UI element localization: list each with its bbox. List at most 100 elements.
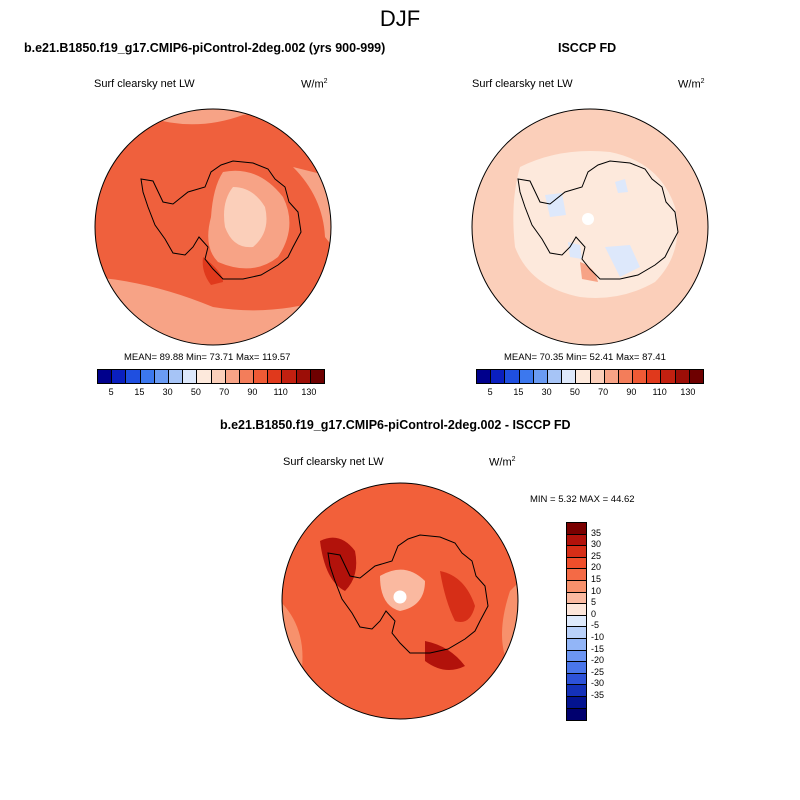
diff-units-label: W/m2 xyxy=(489,456,516,469)
colorbar-box xyxy=(576,370,591,383)
colorbar-tick-label: 110 xyxy=(273,387,288,397)
colorbar-box xyxy=(296,370,311,383)
colorbar-tick-label: 30 xyxy=(541,387,552,397)
colorbar-box xyxy=(567,673,586,686)
colorbar-box xyxy=(567,685,586,697)
model-map-border xyxy=(94,108,332,346)
colorbar-box xyxy=(567,627,586,639)
colorbar-box xyxy=(661,370,676,383)
colorbar-box xyxy=(567,523,586,535)
obs-contour-blue-3 xyxy=(605,245,640,277)
diff-contour-ross xyxy=(425,641,465,670)
colorbar-tick-label: 15 xyxy=(513,387,524,397)
model-panel-title: b.e21.B1850.f19_g17.CMIP6-piControl-2deg… xyxy=(24,41,386,55)
colorbar-box xyxy=(98,370,113,383)
colorbar-box xyxy=(310,370,324,383)
colorbar-tick-label: 90 xyxy=(626,387,637,397)
diff-stats: MIN = 5.32 MAX = 44.62 xyxy=(530,494,635,505)
obs-colorbar xyxy=(476,369,704,384)
diff-contour-center xyxy=(380,569,425,611)
diff-polar-hole xyxy=(393,590,407,604)
obs-coastline xyxy=(517,160,679,280)
colorbar-tick-label: -5 xyxy=(591,620,600,631)
model-colorbar xyxy=(97,369,325,384)
colorbar-tick-label: -35 xyxy=(591,690,605,700)
colorbar-tick-label: 30 xyxy=(591,539,602,550)
colorbar-box xyxy=(567,604,586,616)
colorbar-box xyxy=(282,370,297,383)
colorbar-box xyxy=(239,370,255,383)
obs-units-label: W/m2 xyxy=(678,78,705,91)
colorbar-box xyxy=(562,370,577,383)
colorbar-box xyxy=(567,546,586,558)
colorbar-box xyxy=(197,370,212,383)
obs-contour-ross xyxy=(580,262,598,282)
colorbar-box xyxy=(567,662,586,674)
colorbar-box xyxy=(519,370,534,383)
colorbar-box xyxy=(567,592,586,605)
colorbar-box xyxy=(567,696,586,709)
obs-polar-map xyxy=(471,108,709,346)
colorbar-box xyxy=(567,650,586,663)
colorbar-tick-label: 35 xyxy=(591,527,602,538)
colorbar-tick-label: 0 xyxy=(591,608,597,619)
model-coastline xyxy=(140,160,302,280)
colorbar-tick-label: 25 xyxy=(591,550,602,561)
colorbar-tick-label: 70 xyxy=(219,387,230,397)
colorbar-tick-label: -25 xyxy=(591,666,605,677)
colorbar-box xyxy=(633,370,648,383)
colorbar-tick-label: -20 xyxy=(591,655,605,666)
colorbar-box xyxy=(547,370,563,383)
obs-panel-title: ISCCP FD xyxy=(558,41,617,55)
model-polar-map xyxy=(94,108,332,346)
colorbar-box xyxy=(477,370,492,383)
colorbar-tick-label: 5 xyxy=(487,387,493,397)
colorbar-box xyxy=(505,370,520,383)
obs-polar-hole xyxy=(582,213,594,225)
colorbar-box xyxy=(112,370,127,383)
colorbar-box xyxy=(567,638,586,651)
diff-contour-peninsula xyxy=(320,537,357,591)
diff-colorbar-ticks: 35 30 25 20 15 10 5 0 -5 -10 -15 -20 -25 -30 -35 xyxy=(591,522,631,712)
colorbar-tick-label: 15 xyxy=(134,387,145,397)
colorbar-box xyxy=(491,370,506,383)
colorbar-tick-label: 5 xyxy=(591,597,597,608)
colorbar-box xyxy=(567,615,586,628)
colorbar-tick-label: 10 xyxy=(591,585,602,596)
model-units-label: W/m2 xyxy=(301,78,328,91)
colorbar-tick-label: -30 xyxy=(591,678,605,689)
colorbar-tick-label: 110 xyxy=(652,387,667,397)
obs-contour-blue-1 xyxy=(545,193,566,217)
diff-map-border xyxy=(281,482,519,720)
colorbar-box xyxy=(183,370,198,383)
colorbar-box xyxy=(618,370,634,383)
colorbar-box xyxy=(567,708,586,721)
obs-contour-blue-2 xyxy=(615,179,628,193)
figure-title: DJF xyxy=(379,6,421,31)
colorbar-box xyxy=(533,370,548,383)
colorbar-box xyxy=(140,370,155,383)
colorbar-box xyxy=(168,370,184,383)
colorbar-tick-label: 50 xyxy=(190,387,201,397)
model-contour-ross xyxy=(202,257,223,285)
colorbar-box xyxy=(567,580,586,593)
diff-colorbar xyxy=(566,522,587,722)
colorbar-box xyxy=(689,370,703,383)
colorbar-tick-label: 15 xyxy=(591,574,602,584)
colorbar-tick-label: 30 xyxy=(162,387,173,397)
model-stats: MEAN= 89.88 Min= 73.71 Max= 119.57 xyxy=(124,352,291,363)
colorbar-box xyxy=(590,370,605,383)
colorbar-tick-label: 20 xyxy=(591,562,602,573)
diff-variable-label: Surf clearsky net LW xyxy=(283,456,384,468)
colorbar-tick-label: 130 xyxy=(680,387,696,397)
colorbar-tick-label: 130 xyxy=(301,387,317,397)
obs-map-border xyxy=(471,108,709,346)
obs-stats: MEAN= 70.35 Min= 52.41 Max= 87.41 xyxy=(504,352,666,363)
obs-contour-blue-4 xyxy=(568,242,582,259)
colorbar-box xyxy=(647,370,662,383)
colorbar-box xyxy=(604,370,619,383)
colorbar-box xyxy=(567,534,586,547)
diff-coastline xyxy=(327,534,489,654)
diff-contour-east-ant xyxy=(440,571,475,622)
colorbar-tick-label: -15 xyxy=(591,643,605,654)
